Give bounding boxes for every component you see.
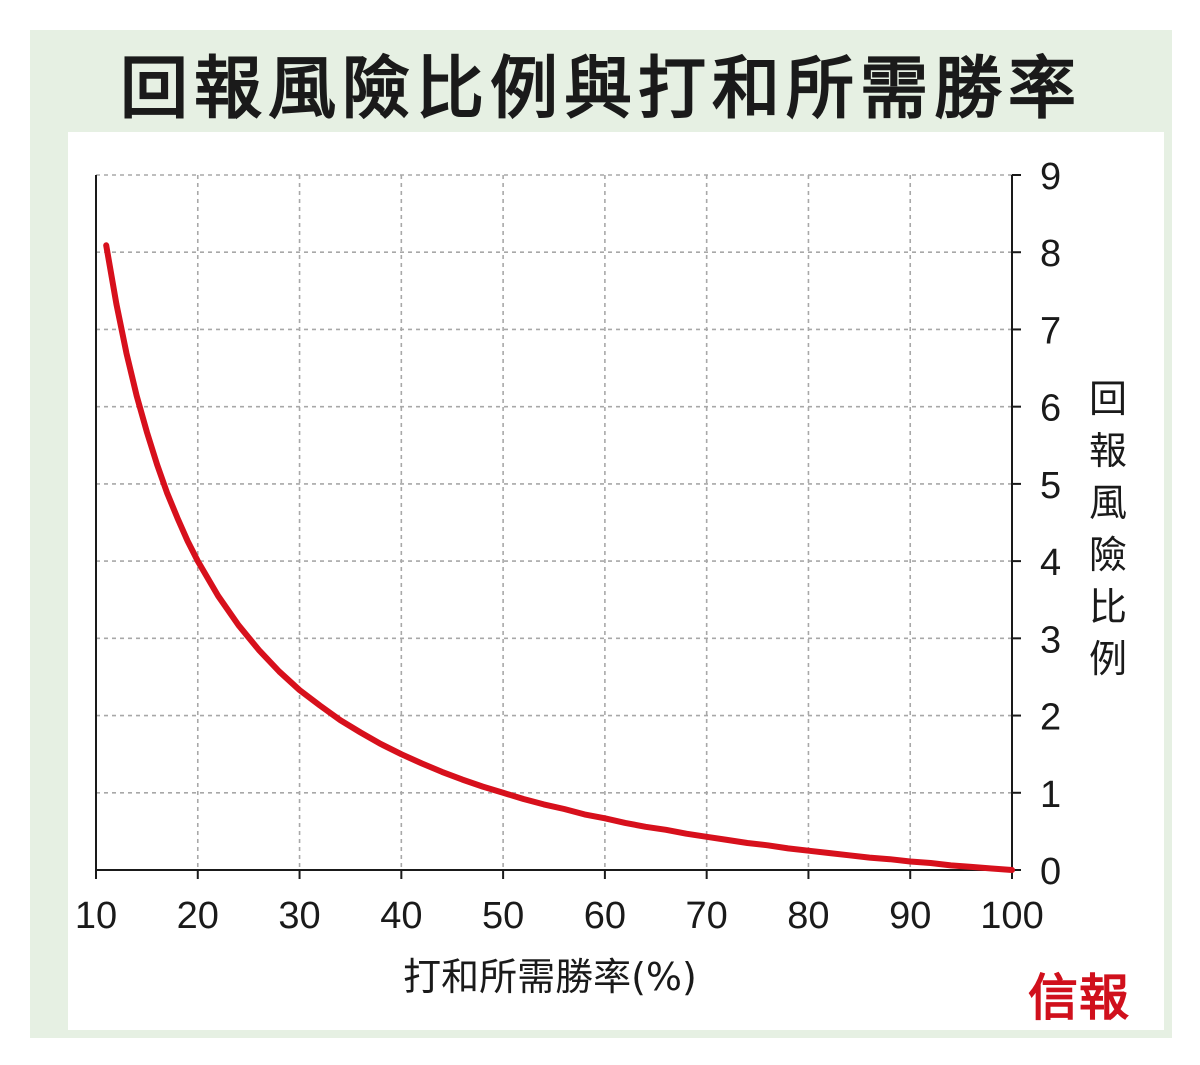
- y-tick-label: 7: [1040, 310, 1061, 352]
- y-tick-label: 3: [1040, 619, 1061, 661]
- y-tick-label: 8: [1040, 233, 1061, 275]
- y-tick-label: 9: [1040, 156, 1061, 198]
- x-axis-label: 打和所需勝率(%): [403, 955, 697, 999]
- x-tick-label: 10: [75, 895, 117, 937]
- axes: [95, 174, 1021, 879]
- y-tick-labels: 0 1 2 3 4 5 6 7 8 9: [1040, 156, 1061, 893]
- x-tick-labels: 10 20 30 40 50 60 70 80 90 100: [75, 895, 1044, 937]
- series-group: [103, 242, 1015, 873]
- x-tick-label: 30: [278, 895, 320, 937]
- y-axis-label-char: 例: [1089, 637, 1127, 681]
- y-axis-label-char: 比: [1089, 585, 1127, 629]
- y-tick-label: 1: [1040, 774, 1061, 816]
- x-tick-label: 100: [980, 895, 1043, 937]
- series-line: [103, 242, 1015, 873]
- publisher-logo: 信報: [1028, 968, 1130, 1027]
- chart-title: 回報風險比例與打和所需勝率: [119, 50, 1082, 129]
- y-axis-label: 回報風險比例: [1089, 377, 1127, 681]
- x-tick-label: 70: [686, 895, 728, 937]
- y-axis-label-char: 報: [1089, 429, 1127, 473]
- y-tick-label: 6: [1040, 388, 1061, 430]
- x-tick-label: 60: [584, 895, 626, 937]
- y-axis-label-char: 險: [1089, 533, 1127, 577]
- x-tick-label: 20: [177, 895, 219, 937]
- x-tick-label: 50: [482, 895, 524, 937]
- x-tick-label: 90: [889, 895, 931, 937]
- y-tick-label: 4: [1040, 542, 1061, 584]
- plot-background: [68, 132, 1164, 1030]
- y-tick-label: 5: [1040, 465, 1061, 507]
- y-axis-label-char: 風: [1089, 481, 1127, 525]
- grid-lines: [96, 174, 1012, 870]
- x-tick-label: 80: [787, 895, 829, 937]
- y-axis-label-char: 回: [1089, 377, 1127, 421]
- x-tick-label: 40: [380, 895, 422, 937]
- y-tick-label: 2: [1040, 697, 1061, 739]
- y-tick-label: 0: [1040, 851, 1061, 893]
